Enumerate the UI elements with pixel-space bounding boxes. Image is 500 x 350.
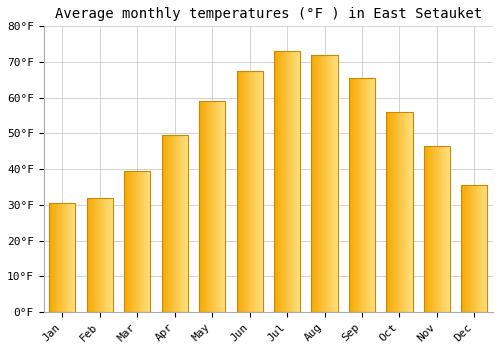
Bar [86, 198, 113, 312]
Bar [50, 203, 76, 312]
Bar [386, 112, 412, 312]
Bar [461, 185, 487, 312]
Bar [424, 146, 450, 312]
Bar [124, 171, 150, 312]
Bar [274, 51, 300, 312]
Bar [199, 101, 226, 312]
Bar [312, 55, 338, 312]
Bar [236, 71, 262, 312]
Title: Average monthly temperatures (°F ) in East Setauket: Average monthly temperatures (°F ) in Ea… [55, 7, 482, 21]
Bar [162, 135, 188, 312]
Bar [349, 78, 375, 312]
